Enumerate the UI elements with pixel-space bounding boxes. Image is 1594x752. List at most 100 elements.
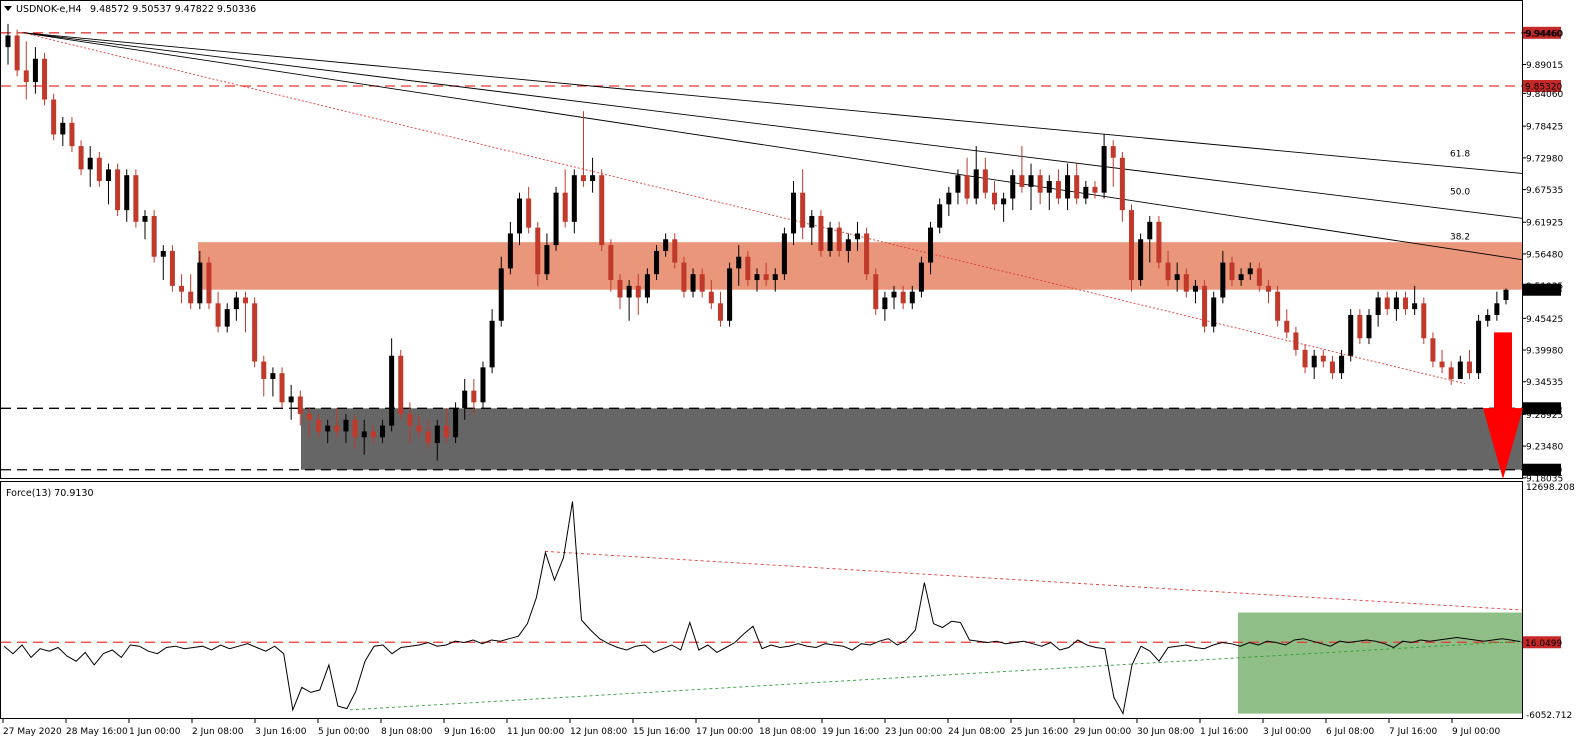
time-axis-label: 1 Jun 00:00 xyxy=(129,727,181,737)
candle-body xyxy=(242,297,248,304)
candle-body xyxy=(608,245,614,281)
fibonacci-level-label: 61.8 xyxy=(1450,150,1470,160)
candle-body xyxy=(1211,297,1217,327)
candle-body xyxy=(991,192,997,205)
candle-body xyxy=(1083,186,1089,199)
candle-body xyxy=(1202,285,1208,327)
candle-body xyxy=(261,361,267,380)
time-axis-label: 25 Jun 16:00 xyxy=(1011,727,1068,737)
price-level-badge xyxy=(1523,26,1561,39)
candle-body xyxy=(1220,262,1226,298)
price-level-label: 9.19420 xyxy=(1525,466,1562,476)
candle-body xyxy=(736,256,742,269)
candle-body xyxy=(535,227,541,275)
price-axis-label: 9.23480 xyxy=(1526,443,1563,453)
candle-body xyxy=(1019,175,1025,187)
candle-body xyxy=(87,157,93,170)
candle-body xyxy=(23,70,29,83)
candle-body xyxy=(827,227,833,251)
candle-body xyxy=(1183,274,1189,292)
candle-body xyxy=(1028,175,1034,187)
candle-body xyxy=(316,419,322,432)
candle-body xyxy=(1302,349,1308,368)
candle-body xyxy=(1266,285,1272,292)
candle-body xyxy=(562,192,568,222)
candle-body xyxy=(206,262,212,304)
candle-body xyxy=(1375,297,1381,315)
candle-body xyxy=(1476,320,1482,374)
candle-body xyxy=(142,215,148,222)
support-zone xyxy=(301,408,1522,470)
candle-body xyxy=(809,215,815,228)
candle-body xyxy=(343,419,349,432)
candle-body xyxy=(654,250,660,275)
price-axis-label: 9.18035 xyxy=(1526,474,1563,484)
candle-body xyxy=(334,425,340,432)
price-axis-label: 9.56480 xyxy=(1526,250,1563,260)
candle-body xyxy=(1448,367,1454,380)
candle-body xyxy=(1430,338,1436,362)
candle-body xyxy=(279,373,285,403)
candle-body xyxy=(69,122,75,147)
candle-body xyxy=(1439,361,1445,368)
candle-body xyxy=(955,175,961,193)
candle-body xyxy=(498,268,504,321)
candle-body xyxy=(973,169,979,199)
candle-body xyxy=(681,262,687,292)
candle-body xyxy=(188,291,194,304)
time-axis-label: 1 Jul 16:00 xyxy=(1200,727,1249,737)
candle-body xyxy=(361,431,367,438)
time-axis-label: 27 May 2020 xyxy=(3,727,62,737)
candle-body xyxy=(1494,303,1500,315)
force-descending-trendline xyxy=(544,550,1523,611)
candle-body xyxy=(352,419,358,438)
candle-body xyxy=(517,198,523,234)
price-level-badge xyxy=(1523,402,1561,415)
price-axis-label: 9.84060 xyxy=(1526,90,1563,100)
candle-body xyxy=(1192,285,1198,292)
candle-body xyxy=(105,169,111,182)
candle-body xyxy=(1339,355,1345,374)
candle-body xyxy=(1037,175,1043,193)
candle-body xyxy=(51,99,57,135)
candle-body xyxy=(982,169,988,193)
candle-body xyxy=(416,425,422,432)
candle-body xyxy=(224,309,230,327)
candle-body xyxy=(1384,297,1390,310)
ohlc-values: 9.48572 9.50537 9.47822 9.50336 xyxy=(90,4,256,15)
price-axis-label: 9.94460 xyxy=(1526,29,1563,39)
candle-body xyxy=(1320,355,1326,362)
candle-body xyxy=(1147,221,1153,240)
candle-body xyxy=(1348,314,1354,356)
candle-body xyxy=(270,373,276,380)
force-ascending-trendline xyxy=(349,640,1523,711)
candle-body xyxy=(1357,314,1363,339)
candle-body xyxy=(169,250,175,286)
candle-body xyxy=(937,204,943,228)
candle-body xyxy=(1284,320,1290,333)
candle-body xyxy=(325,425,331,432)
candle-body xyxy=(1329,361,1335,374)
time-axis-label: 2 Jun 08:00 xyxy=(192,727,244,737)
price-level-label: 9.85320 xyxy=(1525,83,1562,93)
time-axis-label: 7 Jul 16:00 xyxy=(1389,727,1438,737)
candle-body xyxy=(489,320,495,368)
fibonacci-fan-line xyxy=(21,32,1523,174)
candle-body xyxy=(571,175,577,222)
force-axis-label: -6052.712 xyxy=(1526,711,1572,721)
candle-body xyxy=(42,58,48,100)
current-price-label: 9.50336 xyxy=(1525,286,1562,296)
fibonacci-level-label: 38.2 xyxy=(1450,232,1470,242)
time-axis-label: 24 Jun 08:00 xyxy=(948,727,1005,737)
time-axis-label: 17 Jun 00:00 xyxy=(696,727,753,737)
price-level-label: 9.29970 xyxy=(1525,405,1562,415)
descending-trendline xyxy=(21,32,1466,385)
candle-body xyxy=(800,192,806,228)
price-axis-label: 9.72980 xyxy=(1526,154,1563,164)
candle-body xyxy=(845,239,851,251)
candle-body xyxy=(818,215,824,251)
candle-body xyxy=(781,233,787,275)
price-axis-label: 9.28925 xyxy=(1526,411,1563,421)
candle-body xyxy=(1238,274,1244,281)
bullish-zone xyxy=(1238,612,1522,714)
